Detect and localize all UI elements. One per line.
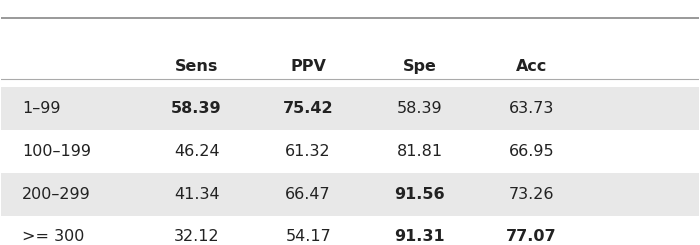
Text: 46.24: 46.24 (174, 144, 219, 159)
Text: 54.17: 54.17 (286, 230, 331, 245)
Text: 58.39: 58.39 (397, 101, 442, 116)
Text: 77.07: 77.07 (506, 230, 556, 245)
FancyBboxPatch shape (1, 173, 699, 216)
Text: 100–199: 100–199 (22, 144, 91, 159)
Text: 41.34: 41.34 (174, 187, 219, 202)
Text: Spe: Spe (402, 59, 437, 74)
Text: 66.95: 66.95 (508, 144, 554, 159)
Text: 32.12: 32.12 (174, 230, 219, 245)
Text: Sens: Sens (175, 59, 218, 74)
FancyBboxPatch shape (1, 87, 699, 130)
Text: Acc: Acc (516, 59, 547, 74)
Text: 81.81: 81.81 (397, 144, 443, 159)
Text: 63.73: 63.73 (509, 101, 554, 116)
Text: 66.47: 66.47 (286, 187, 331, 202)
Text: >= 300: >= 300 (22, 230, 85, 245)
Text: 200–299: 200–299 (22, 187, 91, 202)
Text: 91.31: 91.31 (394, 230, 445, 245)
Text: 91.56: 91.56 (394, 187, 445, 202)
Text: 61.32: 61.32 (286, 144, 331, 159)
Text: 58.39: 58.39 (172, 101, 222, 116)
Text: 75.42: 75.42 (283, 101, 333, 116)
Text: PPV: PPV (290, 59, 326, 74)
Text: 1–99: 1–99 (22, 101, 61, 116)
Text: 73.26: 73.26 (508, 187, 554, 202)
